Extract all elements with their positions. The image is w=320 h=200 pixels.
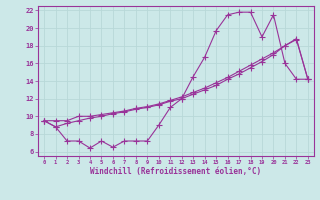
X-axis label: Windchill (Refroidissement éolien,°C): Windchill (Refroidissement éolien,°C) [91,167,261,176]
